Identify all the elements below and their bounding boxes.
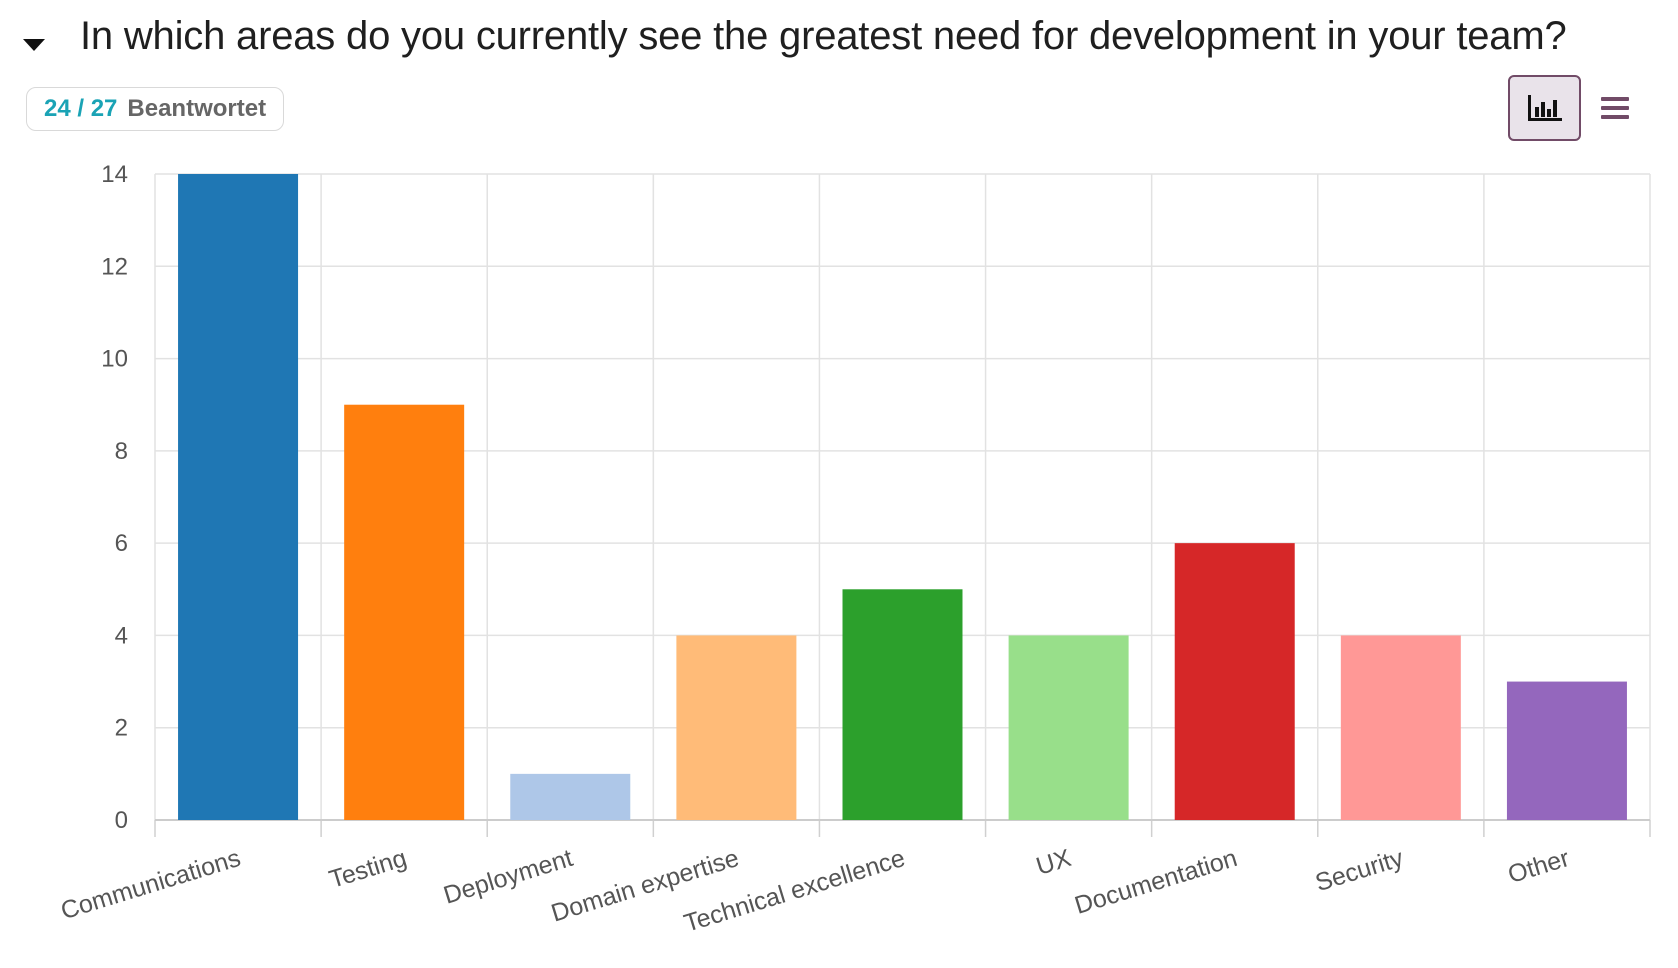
question-header: In which areas do you currently see the …: [0, 0, 1678, 80]
x-tick-label: Security: [1312, 844, 1407, 897]
bar-security: [1340, 635, 1461, 820]
y-tick-label: 2: [115, 715, 128, 742]
bar-deployment: [510, 773, 631, 820]
x-tick-label: Communications: [58, 844, 244, 925]
bar-testing: [344, 404, 465, 820]
x-tick-label: Documentation: [1071, 844, 1240, 920]
x-tick-label: Testing: [326, 844, 410, 894]
question-title: In which areas do you currently see the …: [80, 14, 1567, 58]
y-tick-label: 4: [115, 622, 128, 649]
x-tick-label: Other: [1505, 844, 1573, 889]
answered-label: Beantwortet: [127, 95, 267, 122]
bar-other: [1506, 681, 1627, 820]
list-view-button[interactable]: [1590, 75, 1640, 141]
list-icon: [1601, 97, 1629, 119]
answered-count: 24 / 27: [44, 95, 118, 122]
y-tick-label: 14: [101, 161, 128, 188]
collapse-toggle[interactable]: [20, 30, 48, 58]
bar-technical-excellence: [842, 589, 963, 820]
caret-down-icon: [23, 39, 45, 51]
y-tick-label: 0: [115, 807, 128, 834]
bar-domain-expertise: [676, 635, 797, 820]
y-tick-label: 6: [115, 530, 128, 557]
graph-view-button[interactable]: [1508, 75, 1581, 141]
bar-documentation: [1174, 543, 1295, 820]
bar-ux: [1008, 635, 1129, 820]
answered-badge: 24 / 27 Beantwortet: [26, 87, 285, 131]
y-tick-label: 10: [101, 346, 128, 373]
y-tick-label: 8: [115, 438, 128, 465]
bar-communications: [178, 174, 299, 820]
x-tick-label: UX: [1033, 844, 1075, 881]
bar-chart-icon: [1527, 95, 1562, 121]
y-tick-label: 12: [101, 253, 128, 280]
